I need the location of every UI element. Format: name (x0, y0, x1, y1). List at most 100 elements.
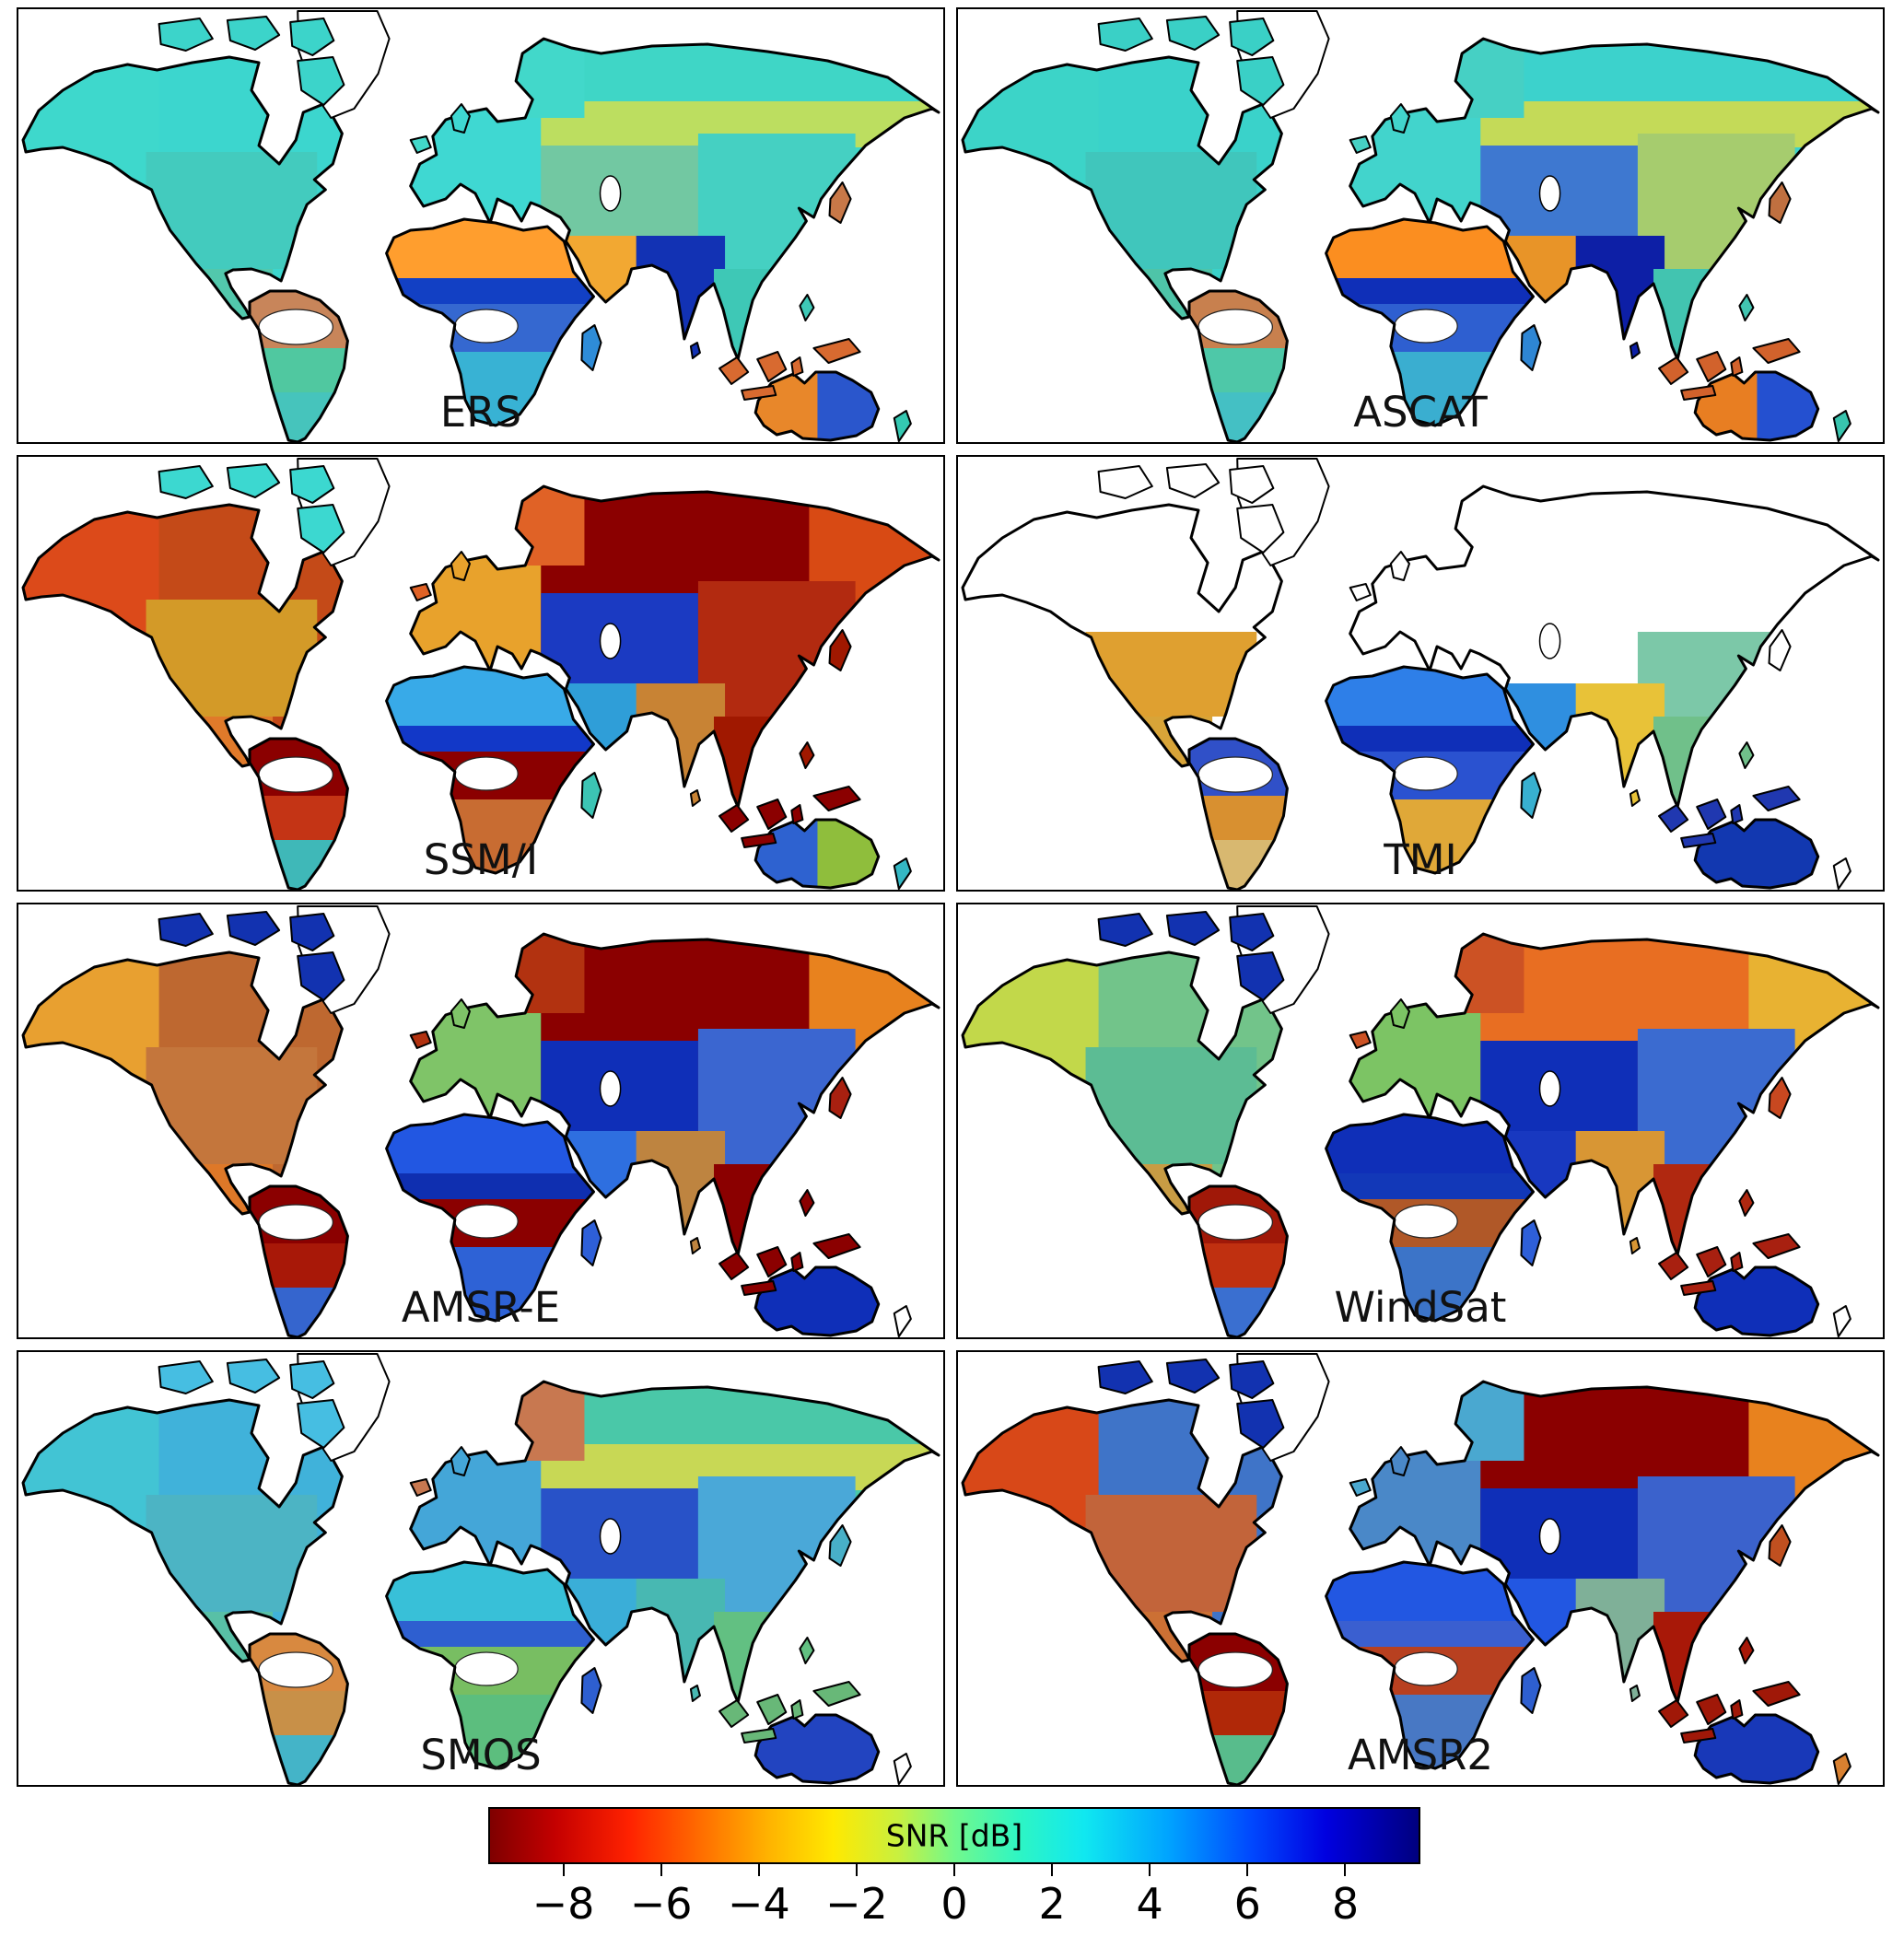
colorbar-tick-label: 4 (1136, 1879, 1163, 1929)
island-arctic-islands (158, 463, 345, 554)
island-philippines (799, 1189, 815, 1217)
map-ers (21, 10, 940, 442)
island-new-guinea (1752, 338, 1801, 364)
nodata-congo_blob (454, 1204, 519, 1239)
island-sri-lanka (689, 789, 701, 807)
island-madagascar (580, 1667, 602, 1714)
island-new-guinea (812, 1681, 861, 1707)
panel-title-tmi: TMI (1384, 835, 1457, 884)
nodata-amazon_blob (258, 309, 333, 345)
region-se_asia (1653, 269, 1715, 359)
region-se_asia (1653, 717, 1715, 807)
island-japan (1768, 181, 1792, 224)
colorbar-tick-mark (757, 1864, 760, 1876)
island-iceland (409, 1031, 432, 1049)
island-madagascar (1520, 1667, 1542, 1714)
colorbar-title: SNR [dB] (885, 1817, 1023, 1854)
island-new-zealand (1832, 1305, 1851, 1337)
island-new-zealand (893, 1305, 912, 1337)
island-indonesia (1658, 351, 1744, 401)
panel-title-ascat: ASCAT (1353, 388, 1488, 437)
island-sri-lanka (1629, 1237, 1641, 1254)
island-indonesia (718, 1246, 804, 1296)
island-madagascar (580, 1219, 602, 1266)
region-europe (1349, 87, 1481, 230)
region-europe (1349, 1430, 1481, 1573)
island-sri-lanka (689, 1237, 701, 1254)
island-philippines (1738, 741, 1755, 769)
island-uk (1389, 103, 1410, 134)
panel-title-amsr2: AMSR2 (1347, 1731, 1494, 1779)
nodata-congo_blob (1394, 1204, 1458, 1239)
region-se_asia (1653, 1612, 1715, 1702)
map-amsre (21, 905, 940, 1337)
island-philippines (1738, 294, 1755, 321)
island-philippines (1738, 1189, 1755, 1217)
lake (1538, 1070, 1561, 1107)
panel-title-smos: SMOS (420, 1731, 542, 1779)
region-sahel (386, 278, 594, 304)
map-smos (21, 1353, 940, 1785)
island-philippines (799, 1637, 815, 1664)
island-arctic-islands (1097, 16, 1285, 106)
island-sri-lanka (1629, 342, 1641, 359)
colorbar-tick-label: −2 (824, 1879, 888, 1929)
lake (1538, 1518, 1561, 1555)
island-iceland (409, 1478, 432, 1497)
island-uk (450, 103, 471, 134)
region-se_asia (1653, 1164, 1715, 1254)
island-japan (1768, 629, 1792, 671)
lake (599, 1070, 622, 1107)
colorbar-tick-mark (1344, 1864, 1347, 1876)
island-sri-lanka (689, 342, 701, 359)
panel-ascat: ASCAT (956, 7, 1885, 444)
island-sri-lanka (1629, 1685, 1641, 1702)
island-new-guinea (1752, 786, 1801, 811)
colorbar-tick-mark (953, 1864, 955, 1876)
island-japan (828, 181, 852, 224)
nodata-congo_blob (1394, 1651, 1458, 1686)
region-india (1575, 236, 1665, 350)
island-arctic-islands (158, 1359, 345, 1449)
region-india (636, 1579, 726, 1693)
island-iceland (1349, 1478, 1372, 1497)
island-new-guinea (812, 1233, 861, 1259)
nodata-congo_blob (454, 309, 519, 344)
island-madagascar (1520, 324, 1542, 371)
island-arctic-islands (1097, 1359, 1285, 1449)
colorbar-ticks: −8 −6 −4 −2 0 2 4 6 8 (490, 1864, 1419, 1936)
lake (599, 1518, 622, 1555)
colorbar-tick-mark (1246, 1864, 1249, 1876)
region-europe (410, 87, 542, 230)
continent-northamerica (23, 505, 343, 766)
colorbar: SNR [dB] −8 −6 −4 −2 0 2 4 6 8 (488, 1807, 1420, 1936)
map-ssmi (21, 458, 940, 890)
island-uk (450, 551, 471, 581)
panel-title-amsre: AMSR-E (401, 1283, 561, 1332)
region-india (1575, 1579, 1665, 1693)
colorbar-gradient: SNR [dB] (488, 1807, 1420, 1864)
island-sri-lanka (689, 1685, 701, 1702)
island-iceland (1349, 583, 1372, 601)
island-new-guinea (812, 338, 861, 364)
island-indonesia (718, 799, 804, 848)
island-indonesia (718, 351, 804, 401)
lake (1538, 175, 1561, 212)
panel-amsr2: AMSR2 (956, 1350, 1885, 1787)
island-indonesia (1658, 1246, 1744, 1296)
colorbar-tick-label: 0 (940, 1879, 968, 1929)
island-madagascar (1520, 772, 1542, 819)
region-europe (410, 535, 542, 678)
region-sahel (1326, 726, 1534, 752)
island-new-zealand (893, 857, 912, 890)
nodata-amazon_blob (258, 1651, 333, 1688)
region-india (636, 236, 726, 350)
region-sahel (386, 1173, 594, 1199)
panel-ssmi: SSM/I (17, 455, 945, 892)
nodata-congo_blob (454, 756, 519, 791)
region-sahel (386, 1621, 594, 1647)
nodata-amazon_blob (258, 1204, 333, 1241)
colorbar-tick-label: −8 (531, 1879, 595, 1929)
island-japan (828, 1524, 852, 1567)
island-arctic-islands (1097, 911, 1285, 1001)
